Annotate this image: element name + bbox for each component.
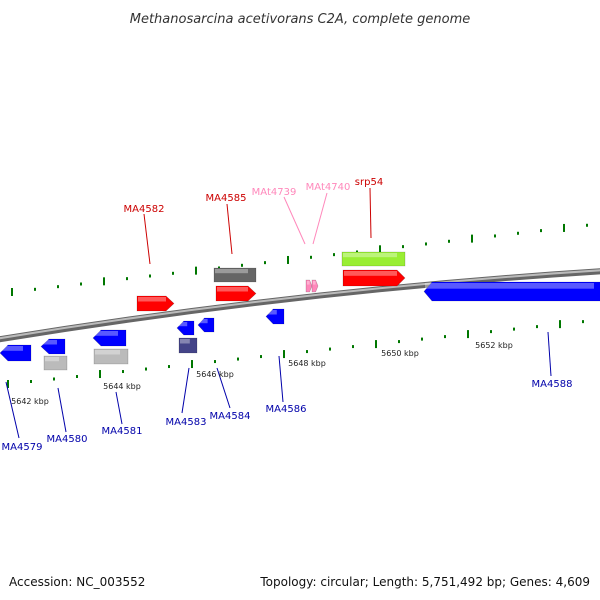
gene-ma4581-inner: [93, 348, 129, 365]
gene-ma4583-inner: [178, 337, 198, 354]
gene-ma4588: [423, 281, 600, 302]
gene-ma4585-shine: [217, 287, 248, 292]
scale-tick-labels: 5642 kbp 5644 kbp 5646 kbp 5648 kbp 5650 kbp…: [11, 341, 513, 406]
gene-ma4586: [265, 308, 285, 325]
gene-srp54: [342, 269, 406, 287]
leader-line: [57, 387, 67, 433]
gene-ma4585-outer: [213, 267, 257, 283]
gene-ma4580-shine: [42, 340, 57, 345]
gene-ma4580-inner: [43, 355, 68, 371]
gene-ma4581: [92, 329, 127, 347]
genome-backbone: [0, 268, 600, 343]
gene-ma4581-inner-shine: [95, 350, 120, 355]
gene-ma4588-shine: [425, 283, 594, 289]
gene-label-ma4581: MA4581: [102, 426, 143, 437]
gene-labels: MA4582 MA4585 MAt4739 MAt4740 srp54 MA4579 MA4…: [2, 177, 573, 453]
scale-ticks: [7, 223, 588, 388]
gene-ma4584: [197, 317, 215, 333]
gene-label-ma4582: MA4582: [124, 204, 165, 215]
gene-ma4581-shine: [94, 331, 118, 336]
map-title: Methanosarcina acetivorans C2A, complete…: [130, 12, 471, 27]
gene-features: [0, 251, 600, 371]
gene-srp54-shine: [344, 271, 397, 276]
gene-srp54-outer-shine: [343, 253, 397, 258]
tick-label-5652: 5652 kbp: [475, 341, 513, 350]
gene-ma4580: [40, 338, 66, 355]
gene-label-ma4585: MA4585: [206, 193, 247, 204]
genome-backbone-highlight: [0, 269, 600, 340]
leader-line: [115, 391, 123, 425]
gene-srp54-outer: [341, 251, 406, 267]
gene-label-ma4583: MA4583: [166, 417, 207, 428]
accession-text: Accession: NC_003552: [9, 575, 146, 589]
leader-line: [216, 367, 231, 409]
leader-line: [278, 355, 284, 403]
gene-label-ma4579: MA4579: [2, 442, 43, 453]
label-leader-lines: [5, 187, 552, 439]
gene-mat4739-shine: [307, 281, 310, 285]
gene-ma4586-shine: [267, 310, 277, 315]
gene-label-ma4586: MA4586: [266, 404, 307, 415]
gene-label-ma4584: MA4584: [210, 411, 251, 422]
leader-line: [226, 203, 233, 255]
gene-label-srp54: srp54: [355, 177, 383, 188]
gene-ma4585-outer-shine: [215, 269, 248, 274]
gene-ma4582-shine: [138, 297, 166, 302]
gene-mat4739: [305, 279, 313, 293]
leader-line: [283, 196, 306, 245]
leader-line: [369, 187, 372, 239]
gene-label-ma4588: MA4588: [532, 379, 573, 390]
gene-ma4579-shine: [1, 346, 23, 351]
leader-line: [312, 192, 328, 245]
gene-label-ma4580: MA4580: [47, 434, 88, 445]
gene-ma4580-inner-shine: [45, 357, 59, 362]
tick-label-5650: 5650 kbp: [381, 349, 419, 358]
gene-label-mat4739: MAt4739: [252, 187, 297, 198]
gene-ma4585: [215, 285, 257, 302]
tick-label-5648: 5648 kbp: [288, 359, 326, 368]
leader-line: [5, 381, 20, 439]
gene-mat4740: [311, 279, 319, 293]
gene-ma4583-inner-shine: [180, 339, 190, 344]
gene-label-mat4740: MAt4740: [306, 182, 351, 193]
gene-ma4579: [0, 344, 32, 362]
gene-ma4583-shine: [178, 322, 188, 327]
tick-label-5642: 5642 kbp: [11, 397, 49, 406]
leader-line: [143, 213, 151, 265]
leader-line: [181, 367, 190, 414]
tick-label-5644: 5644 kbp: [103, 382, 141, 391]
gene-ma4583: [176, 320, 195, 336]
gene-ma4582: [136, 295, 175, 312]
gene-ma4584-shine: [199, 319, 208, 324]
tick-label-5646: 5646 kbp: [196, 370, 234, 379]
genome-summary-text: Topology: circular; Length: 5,751,492 bp…: [260, 575, 590, 589]
gene-mat4740-shine: [313, 281, 316, 285]
leader-line: [547, 331, 552, 377]
